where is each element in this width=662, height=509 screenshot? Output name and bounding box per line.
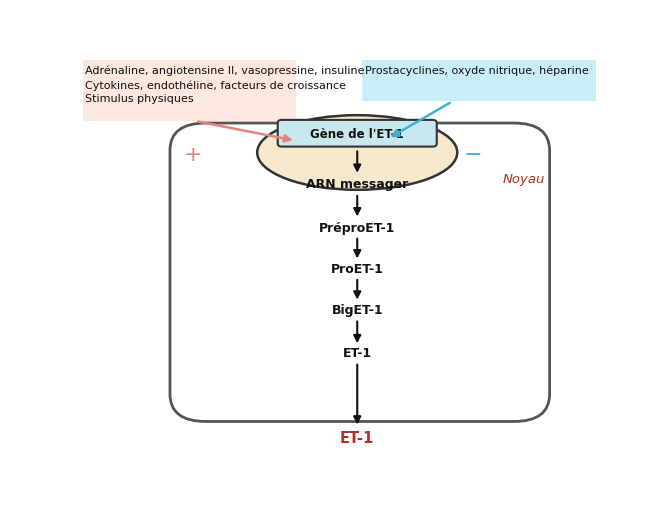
Text: −: −: [463, 145, 482, 164]
FancyBboxPatch shape: [278, 121, 437, 147]
Text: ARN messager: ARN messager: [306, 178, 408, 191]
Text: ProET-1: ProET-1: [331, 262, 384, 275]
Text: BigET-1: BigET-1: [332, 303, 383, 317]
Text: Adrénaline, angiotensine II, vasopressine, insuline: Adrénaline, angiotensine II, vasopressin…: [85, 66, 365, 76]
Text: +: +: [184, 145, 203, 164]
Text: Cytokines, endothéline, facteurs de croissance: Cytokines, endothéline, facteurs de croi…: [85, 80, 346, 91]
FancyBboxPatch shape: [170, 124, 549, 421]
Text: Stimulus physiques: Stimulus physiques: [85, 94, 194, 104]
FancyBboxPatch shape: [83, 61, 296, 122]
Text: ET-1: ET-1: [343, 347, 372, 359]
Text: Noyau: Noyau: [502, 172, 545, 185]
Text: PréproET-1: PréproET-1: [319, 221, 395, 234]
Text: Gène de l'ET-1: Gène de l'ET-1: [310, 127, 404, 140]
Ellipse shape: [257, 116, 457, 190]
Text: Prostacyclines, oxyde nitrique, héparine: Prostacyclines, oxyde nitrique, héparine: [365, 66, 589, 76]
FancyBboxPatch shape: [362, 61, 596, 102]
Text: ET-1: ET-1: [340, 430, 374, 445]
